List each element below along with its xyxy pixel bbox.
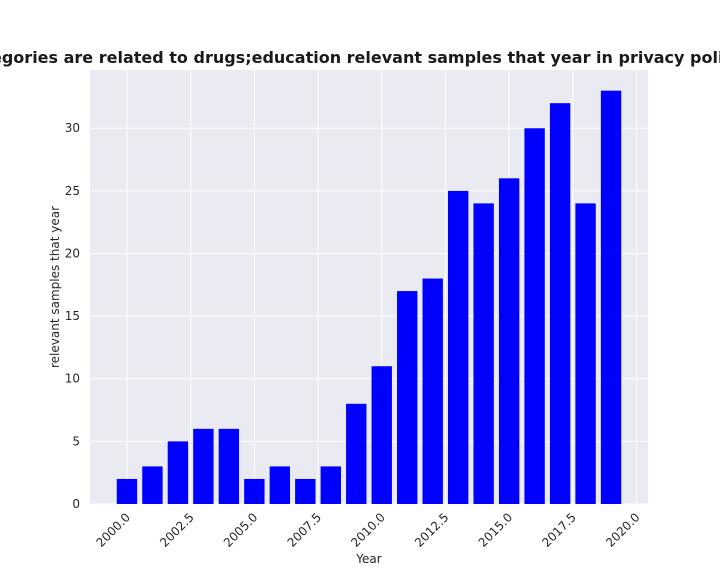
y-axis-label: relevant samples that year: [48, 206, 62, 368]
bar: [244, 478, 265, 504]
bar: [167, 441, 189, 504]
bar: [346, 403, 367, 504]
bar: [218, 428, 240, 504]
y-tick-label: 15: [65, 309, 80, 323]
y-tick-label: 20: [65, 246, 80, 260]
y-tick-label: 5: [72, 434, 80, 448]
x-axis-label: Year: [355, 552, 381, 566]
bar: [295, 478, 316, 504]
bar: [498, 178, 520, 504]
bar: [447, 190, 469, 504]
bar: [422, 278, 443, 504]
bar: [397, 291, 418, 504]
bar: [524, 128, 545, 504]
bar: [371, 366, 392, 504]
bar: [269, 466, 291, 504]
bar: [320, 466, 341, 504]
chart-title: When categories are related to drugs;edu…: [0, 48, 720, 67]
bars: [116, 90, 622, 505]
y-tick-label: 10: [65, 372, 80, 386]
bar: [600, 90, 622, 505]
bar: [549, 103, 571, 504]
bar: [193, 428, 214, 504]
y-tick-label: 25: [65, 184, 80, 198]
bar: [473, 203, 494, 505]
y-axis-ticks: 0 5 10 15 20 25 30: [65, 121, 80, 511]
y-tick-label: 0: [72, 497, 80, 511]
y-tick-label: 30: [65, 121, 80, 135]
bar: [142, 466, 163, 504]
bar: [116, 478, 138, 504]
bar: [575, 203, 596, 505]
